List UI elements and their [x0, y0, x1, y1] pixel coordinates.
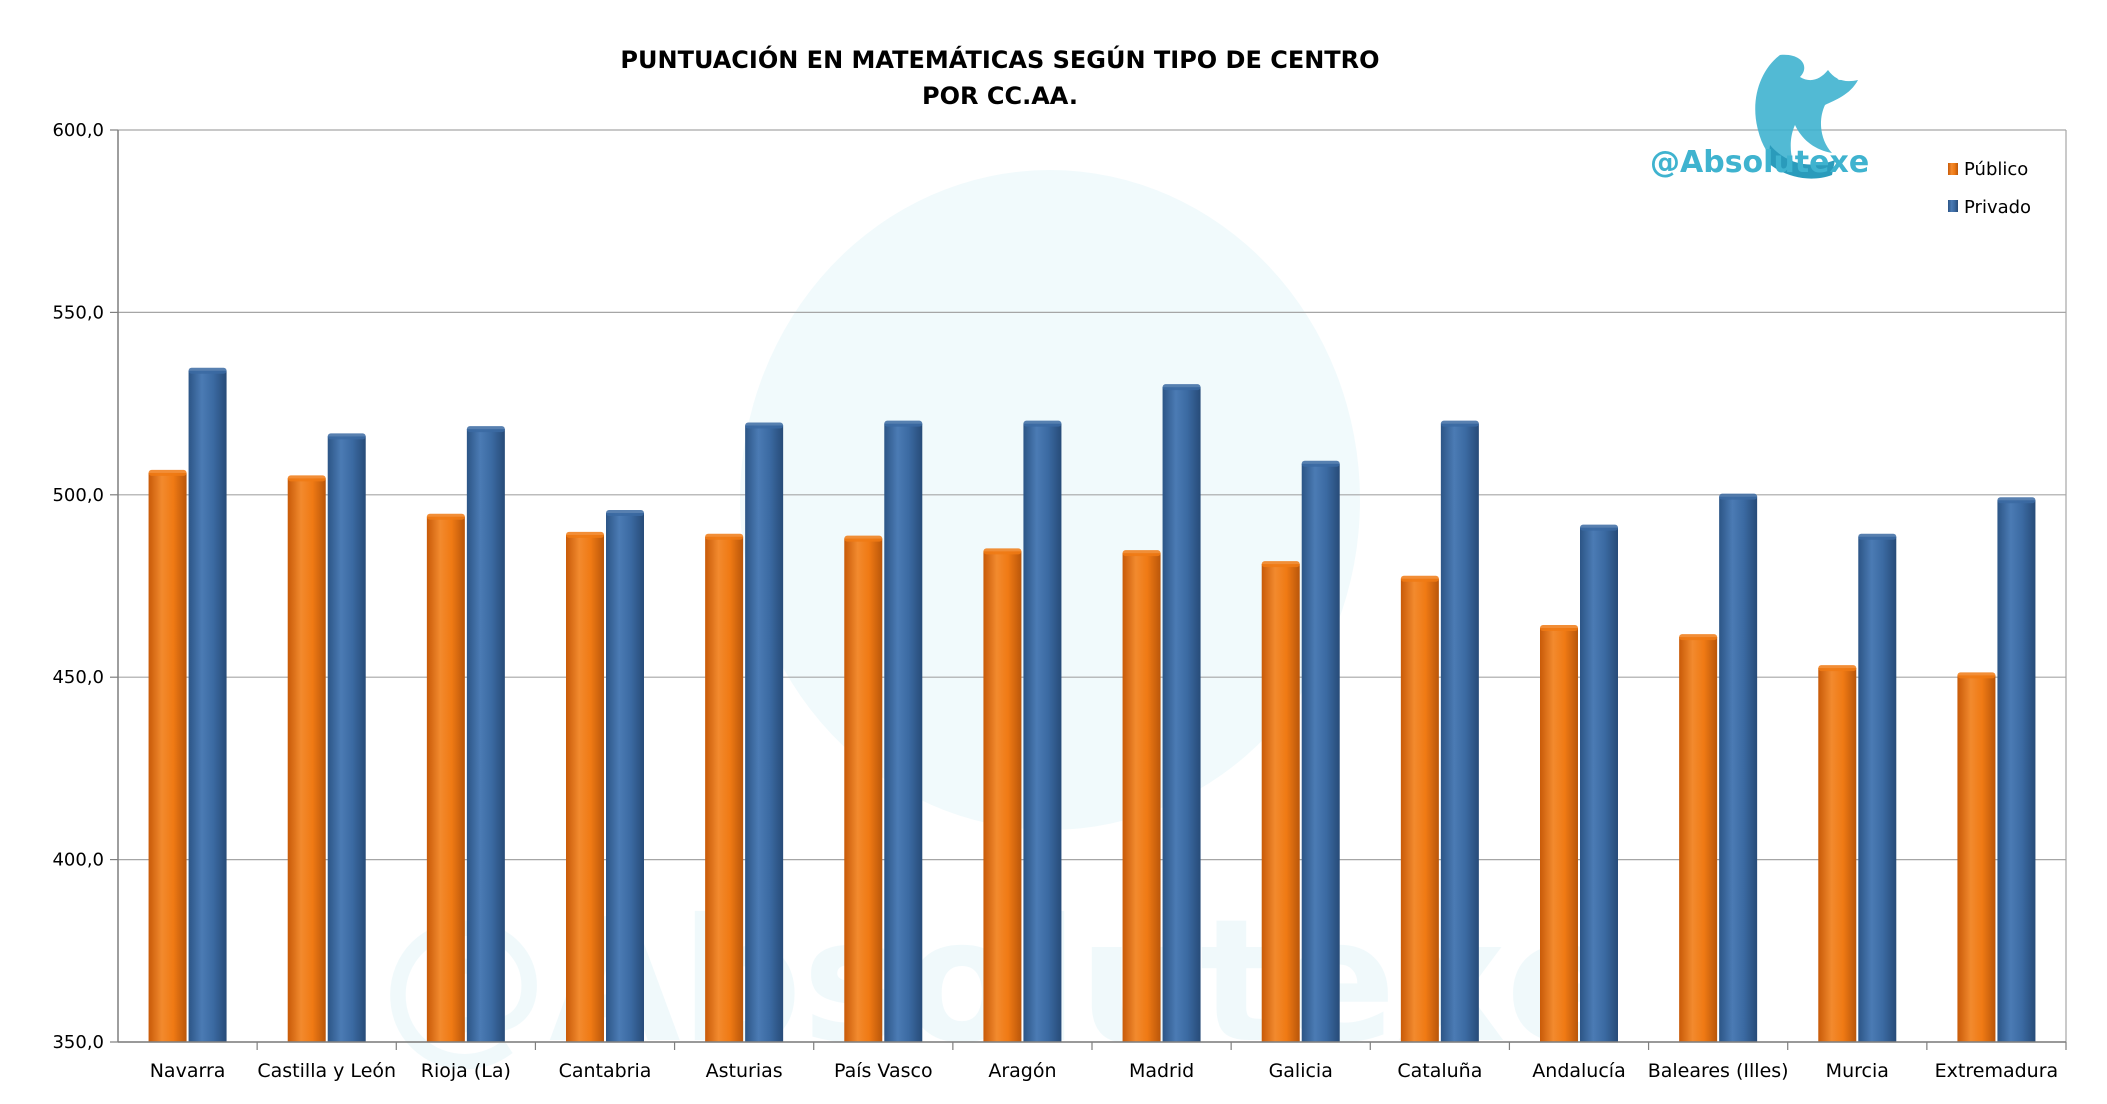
- bar-cap-publico: [1818, 665, 1857, 672]
- bar-cap-privado: [1858, 533, 1897, 540]
- x-category-label: Cantabria: [559, 1060, 652, 1082]
- bar-privado: [327, 436, 366, 1042]
- bar-privado: [1440, 423, 1479, 1042]
- x-category-label: Cataluña: [1397, 1060, 1482, 1082]
- x-category-label: Aragón: [988, 1060, 1056, 1082]
- bar-cap-privado: [188, 367, 227, 374]
- legend: Público Privado: [1948, 159, 2031, 218]
- bar-publico: [1818, 668, 1857, 1042]
- x-category-label: Galicia: [1269, 1060, 1333, 1082]
- bar-publico: [1122, 553, 1161, 1042]
- bar-cap-publico: [426, 513, 465, 520]
- bar-publico: [705, 536, 744, 1042]
- y-axis-ticks: 350,0 400,0 450,0 500,0 550,0 600,0: [52, 120, 118, 1053]
- bar-cap-privado: [884, 420, 923, 427]
- bar-privado: [1858, 536, 1897, 1042]
- bar-cap-publico: [566, 531, 604, 538]
- bar-privado: [1997, 500, 2036, 1043]
- bars: [148, 367, 2036, 1043]
- bar-publico: [983, 551, 1022, 1042]
- bar-cap-privado: [1301, 460, 1340, 467]
- bar-cap-publico: [1400, 575, 1439, 582]
- bar-privado: [745, 425, 784, 1042]
- bar-publico: [1679, 637, 1718, 1042]
- bar-privado: [606, 513, 644, 1042]
- bar-cap-privado: [1719, 493, 1758, 500]
- bar-cap-publico: [983, 548, 1022, 555]
- bar-publico: [1261, 564, 1300, 1042]
- bar-cap-privado: [745, 422, 784, 429]
- bar-privado: [188, 370, 227, 1042]
- bar-publico: [1400, 578, 1439, 1042]
- brand-handle: @Absolutexe: [1650, 145, 1869, 180]
- legend-label-publico: Público: [1964, 159, 2028, 180]
- bar-privado: [466, 429, 505, 1042]
- bar-publico: [287, 478, 326, 1042]
- bar-cap-privado: [1997, 497, 2036, 504]
- bar-cap-publico: [705, 533, 744, 540]
- bar-cap-publico: [1122, 550, 1161, 557]
- bar-cap-privado: [1440, 420, 1479, 427]
- bar-cap-privado: [327, 433, 366, 440]
- chart-title-line-1: PUNTUACIÓN EN MATEMÁTICAS SEGÚN TIPO DE …: [620, 44, 1379, 74]
- bar-privado: [1580, 527, 1618, 1042]
- y-tick-label: 600,0: [52, 120, 104, 141]
- y-tick-label: 350,0: [52, 1032, 104, 1053]
- x-category-label: Rioja (La): [421, 1060, 511, 1082]
- bar-cap-privado: [1162, 384, 1201, 391]
- x-category-label: Extremadura: [1935, 1060, 2059, 1082]
- x-category-label: Navarra: [150, 1060, 226, 1082]
- bar-publico: [844, 538, 883, 1042]
- bar-publico: [148, 472, 187, 1042]
- x-category-label: Murcia: [1826, 1060, 1889, 1082]
- x-category-label: Asturias: [706, 1060, 783, 1082]
- bar-publico: [426, 516, 465, 1042]
- bar-cap-publico: [1540, 624, 1578, 631]
- y-tick-label: 500,0: [52, 485, 104, 506]
- griffin-logo-icon: [1755, 54, 1858, 179]
- bar-publico: [1957, 675, 1996, 1042]
- bar-privado: [1719, 496, 1758, 1042]
- bar-publico: [1540, 627, 1578, 1042]
- x-category-label: Madrid: [1129, 1060, 1194, 1082]
- x-category-label: Baleares (Illes): [1648, 1060, 1789, 1082]
- x-category-label: País Vasco: [834, 1060, 933, 1082]
- legend-label-privado: Privado: [1964, 197, 2031, 218]
- legend-swatch-privado: [1948, 200, 1958, 212]
- bar-privado: [1023, 423, 1062, 1042]
- bar-cap-privado: [466, 426, 505, 433]
- bar-privado: [1301, 463, 1340, 1042]
- bar-cap-privado: [1580, 524, 1618, 531]
- bar-publico: [566, 534, 604, 1042]
- x-axis-labels: Navarra Castilla y León Rioja (La) Cantabri…: [118, 1041, 2067, 1082]
- bar-cap-publico: [1957, 672, 1996, 679]
- bar-privado: [884, 423, 923, 1042]
- bar-cap-publico: [148, 469, 187, 476]
- y-tick-label: 400,0: [52, 850, 104, 871]
- bar-cap-privado: [1023, 420, 1062, 427]
- chart-title-line-2: POR CC.AA.: [922, 82, 1078, 110]
- bar-cap-publico: [287, 475, 326, 482]
- x-category-label: Castilla y León: [257, 1060, 396, 1082]
- legend-swatch-publico: [1948, 163, 1958, 175]
- y-tick-label: 450,0: [52, 667, 104, 688]
- bar-cap-publico: [1679, 634, 1718, 641]
- bar-cap-publico: [1261, 561, 1300, 568]
- bar-cap-privado: [606, 510, 644, 517]
- bar-cap-publico: [844, 535, 883, 542]
- bar-privado: [1162, 387, 1201, 1043]
- y-tick-label: 550,0: [52, 302, 104, 323]
- x-category-label: Andalucía: [1532, 1060, 1625, 1082]
